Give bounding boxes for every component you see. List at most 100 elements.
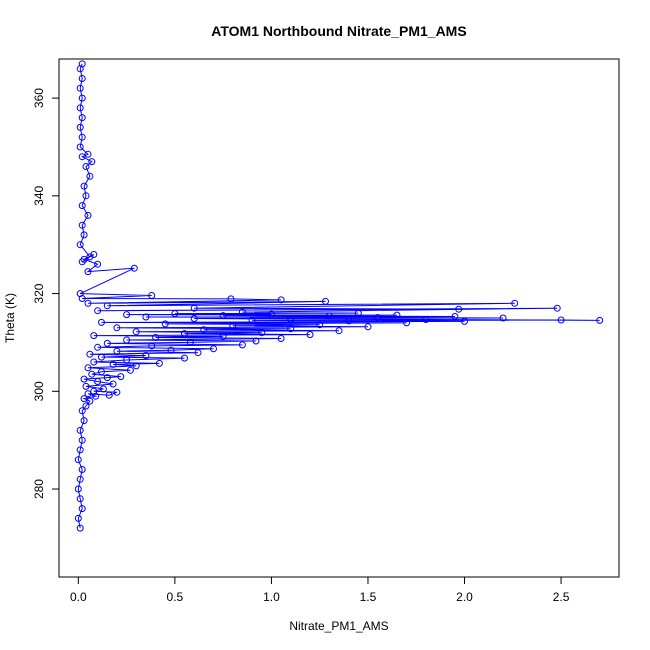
data-point <box>229 322 237 330</box>
y-tick-label: 320 <box>32 283 46 303</box>
data-point <box>287 325 295 333</box>
y-axis-label: Theta (K) <box>3 293 17 343</box>
x-tick-label: 1.0 <box>263 590 280 604</box>
data-point <box>82 402 90 410</box>
data-point <box>132 362 140 370</box>
y-tick-label: 340 <box>32 185 46 205</box>
data-point <box>238 341 246 349</box>
data-point <box>190 304 198 312</box>
series-line <box>77 63 600 529</box>
data-point <box>82 163 90 170</box>
data-point <box>354 309 362 317</box>
y-axis: 280 300 320 340 360 <box>32 88 60 499</box>
data-point <box>117 373 125 381</box>
data-point <box>80 417 88 425</box>
data-point <box>78 407 86 415</box>
data-point <box>200 326 208 334</box>
data-point <box>219 333 227 341</box>
data-point <box>94 378 102 385</box>
x-tick-label: 0.0 <box>70 590 87 604</box>
data-point <box>80 182 88 190</box>
x-axis-label: Nitrate_PM1_AMS <box>289 619 388 633</box>
data-point <box>78 133 86 141</box>
data-point <box>451 313 459 320</box>
data-point <box>171 310 179 318</box>
data-point <box>76 290 84 298</box>
data-point <box>345 317 353 325</box>
data-point <box>103 339 111 347</box>
data-point <box>277 335 285 342</box>
data-point <box>78 60 86 68</box>
data-point <box>306 331 314 339</box>
data-point <box>155 359 163 367</box>
data-point <box>161 320 169 328</box>
data-point <box>86 253 94 261</box>
data-point <box>76 495 84 503</box>
data-point <box>248 316 256 324</box>
data-point <box>105 391 113 399</box>
data-point <box>98 353 105 361</box>
data-point <box>78 75 86 82</box>
data-point <box>90 358 98 366</box>
data-point <box>364 323 372 331</box>
data-point <box>511 299 519 307</box>
data-point <box>181 330 188 338</box>
data-point <box>76 524 84 532</box>
data-point <box>88 370 96 378</box>
data-point <box>403 319 411 327</box>
data-point <box>74 514 82 522</box>
data-point <box>76 123 84 131</box>
data-point <box>86 172 94 180</box>
data-point <box>103 374 111 382</box>
data-point <box>84 390 92 398</box>
data-point <box>113 347 121 355</box>
data-point <box>148 292 156 299</box>
data-point <box>94 260 102 268</box>
y-tick-label: 280 <box>32 479 46 499</box>
data-point <box>80 231 88 239</box>
data-point <box>123 311 131 319</box>
data-point <box>123 356 131 364</box>
data-point <box>103 302 111 310</box>
data-point <box>316 321 324 329</box>
data-point <box>78 466 86 473</box>
data-point <box>126 366 134 374</box>
data-point <box>74 456 82 464</box>
data-point <box>258 329 266 337</box>
x-tick-label: 1.5 <box>360 590 377 604</box>
data-point <box>596 316 604 324</box>
data-point <box>78 258 86 266</box>
data-point <box>76 475 84 483</box>
data-point <box>98 318 105 326</box>
data-point <box>325 312 333 320</box>
data-point <box>130 264 138 272</box>
data-point <box>86 397 94 405</box>
data-point <box>84 268 92 276</box>
data-point <box>78 202 86 210</box>
data-point <box>80 395 88 403</box>
data-point <box>393 311 401 319</box>
y-tick-label: 360 <box>32 88 46 108</box>
data-point <box>190 315 198 322</box>
data-point <box>455 305 463 313</box>
data-point <box>78 94 86 102</box>
data-point <box>82 382 90 390</box>
x-tick-label: 2.5 <box>553 590 570 604</box>
data-series <box>74 60 604 532</box>
x-tick-label: 2.0 <box>456 590 473 604</box>
data-point <box>148 342 156 350</box>
data-point <box>461 317 468 325</box>
data-point <box>252 337 260 345</box>
data-point <box>219 312 227 320</box>
data-point <box>90 332 98 340</box>
data-point <box>210 345 217 353</box>
data-point <box>123 336 131 344</box>
data-point <box>167 346 175 354</box>
data-point <box>186 338 194 346</box>
chart-title: ATOM1 Northbound Nitrate_PM1_AMS <box>211 23 466 39</box>
data-point <box>194 349 202 357</box>
data-point <box>238 308 246 316</box>
data-point <box>99 385 107 393</box>
data-point <box>76 84 84 92</box>
